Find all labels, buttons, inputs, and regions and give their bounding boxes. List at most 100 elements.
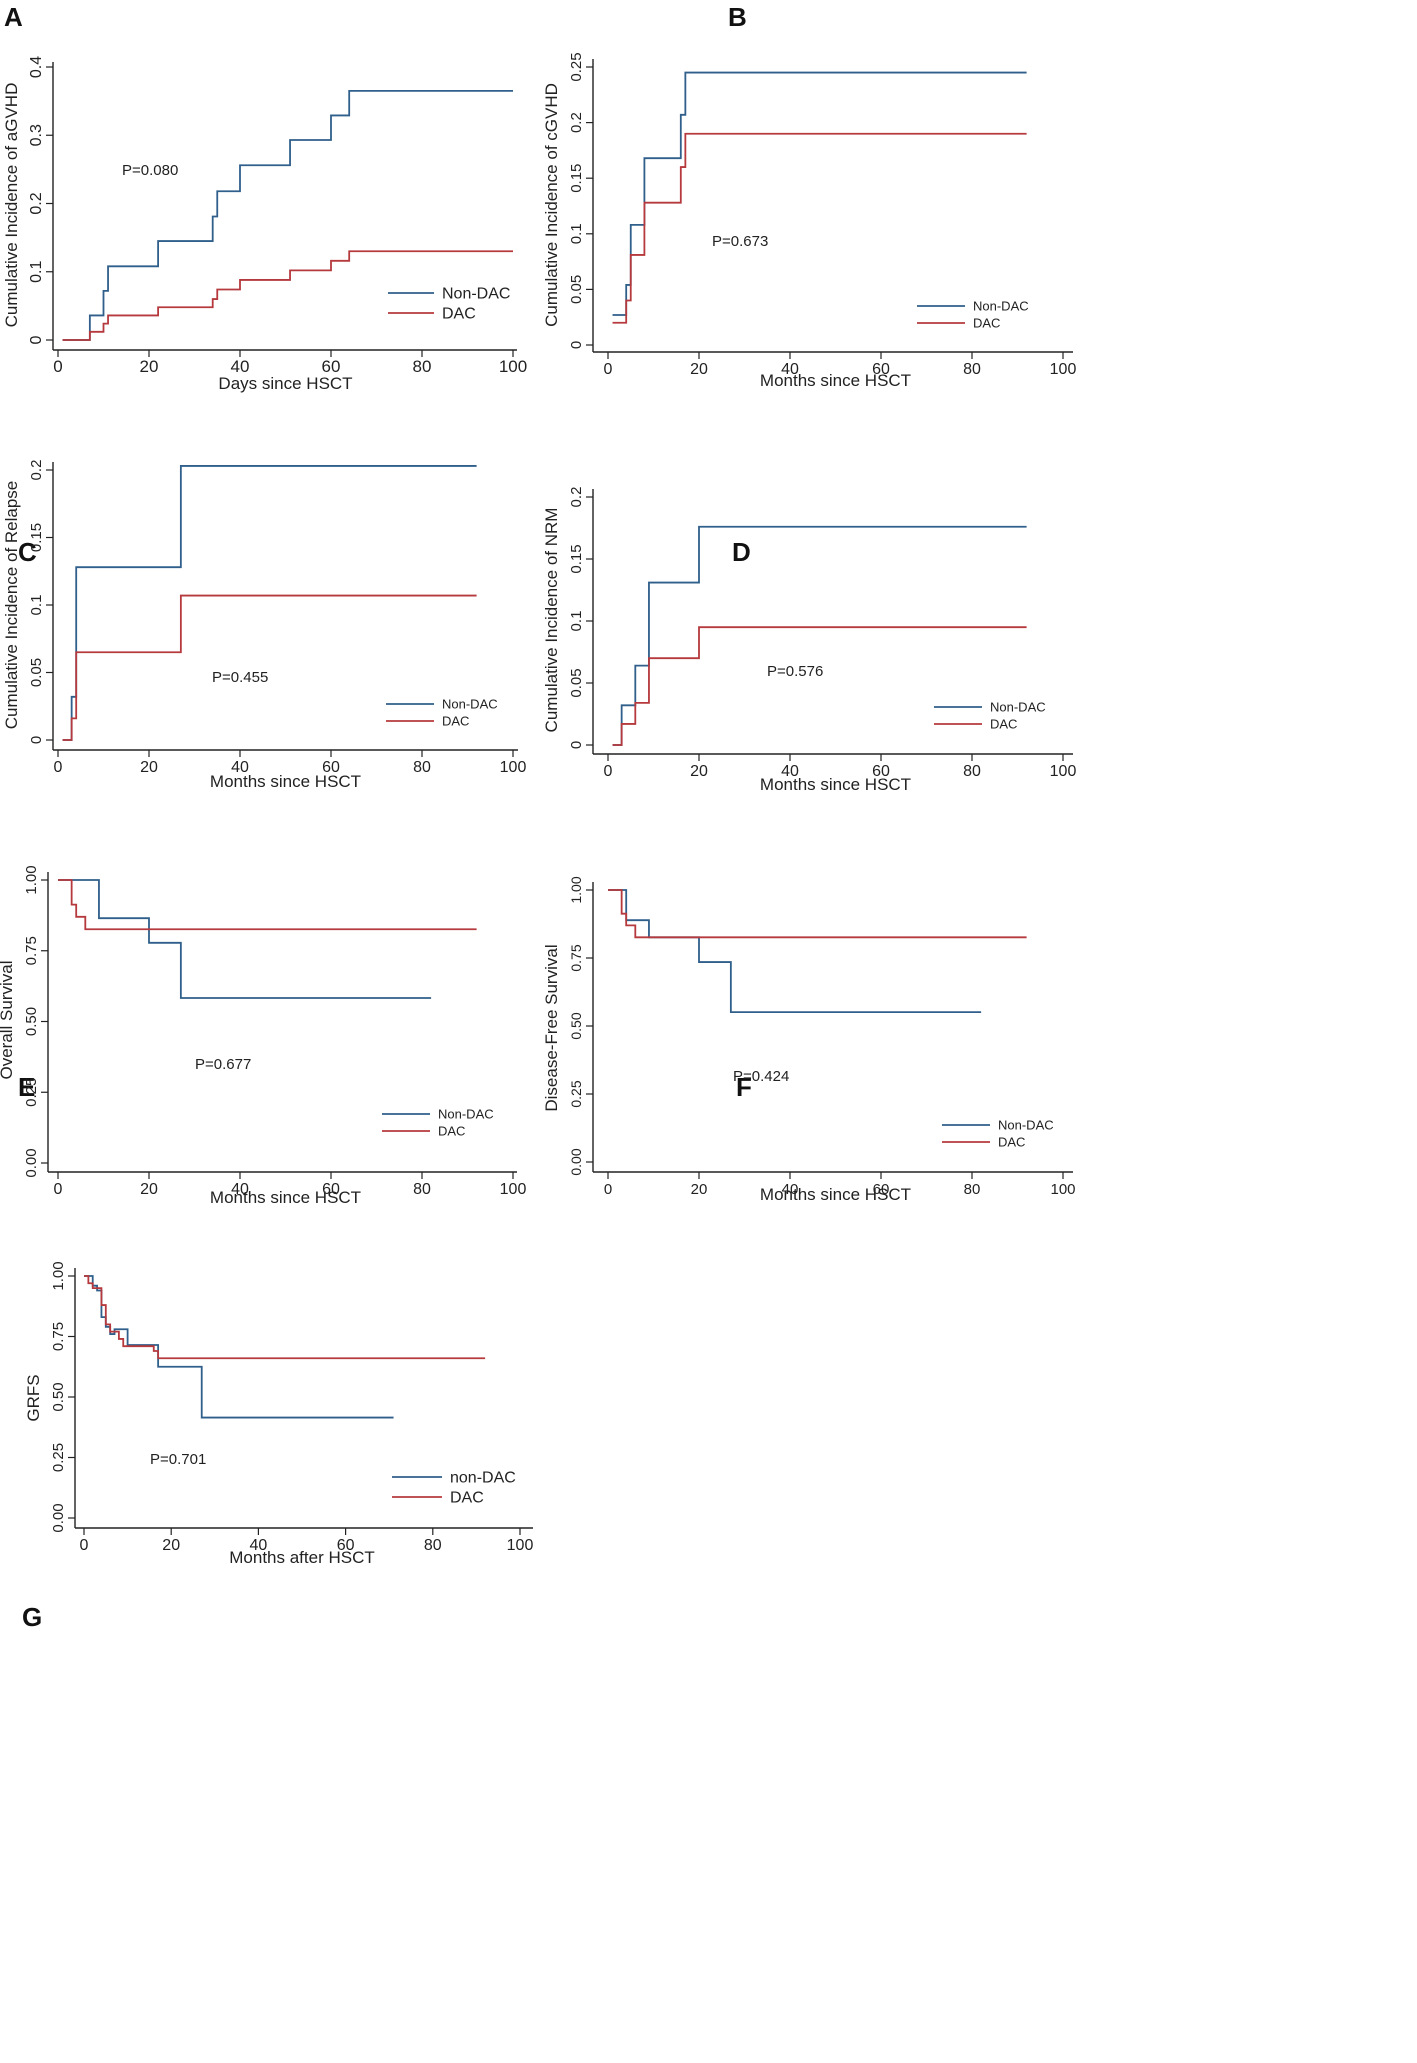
p-value-annotation: P=0.576: [767, 663, 823, 680]
legend-label: Non-DAC: [438, 1107, 494, 1122]
y-tick-label: 0.2: [568, 487, 585, 508]
y-tick-label: 0.1: [28, 261, 45, 283]
p-value-annotation: P=0.455: [212, 669, 268, 686]
legend-label: DAC: [438, 1124, 465, 1139]
legend-label: DAC: [450, 1490, 484, 1507]
x-tick-label: 60: [322, 357, 341, 376]
panel-f: F 0 20 40 60 80 100 0.00 0.25 0.50 0.75 1.00 Months…: [542, 876, 1417, 1600]
x-tick-label: 20: [140, 759, 158, 776]
x-tick-label: 20: [162, 1537, 180, 1554]
y-tick-label: 0.15: [568, 164, 585, 193]
x-tick-label: 60: [337, 1537, 355, 1554]
y-tick-label: 0.50: [23, 1007, 40, 1036]
x-tick-label: 40: [231, 1181, 249, 1198]
y-tick-label: 0: [568, 741, 585, 749]
legend-label: DAC: [973, 316, 1000, 331]
legend-label: Non-DAC: [990, 700, 1046, 715]
legend-label: DAC: [998, 1135, 1025, 1150]
x-tick-label: 20: [690, 361, 708, 378]
y-tick-label: 0.50: [568, 1012, 584, 1039]
p-value-annotation: P=0.080: [122, 162, 178, 179]
panel-a: A 0 20 40 60 80 100 0 0.1 0.2 0.3 0.4 Days since HS…: [0, 0, 700, 400]
y-tick-label: 1.00: [568, 876, 584, 903]
y-tick-label: 0.75: [568, 944, 584, 971]
p-value-annotation: P=0.701: [150, 1451, 206, 1468]
plot-group: 0 20 40 60 80 100 0 0.05 0.1 0.15 0.2 0.25 Months si…: [542, 52, 1076, 390]
series-line-non-dac: [62, 465, 477, 741]
chart-g: 0 20 40 60 80 100 0.00 0.25 0.50 0.75 1.00 Months a…: [24, 1261, 533, 1567]
x-tick-label: 20: [140, 357, 159, 376]
chart-a: 0 20 40 60 80 100 0 0.1 0.2 0.3 0.4 Days since HSCT…: [2, 56, 527, 393]
chart-f: 0 20 40 60 80 100 0.00 0.25 0.50 0.75 1.00 Months s…: [542, 876, 1076, 1204]
y-axis-label: Disease-Free Survival: [542, 944, 561, 1111]
y-tick-label: 0.2: [28, 460, 45, 481]
y-tick-label: 0.1: [568, 611, 585, 632]
chart-c: 0 20 40 60 80 100 0 0.05 0.1 0.15 0.2 Months since …: [2, 460, 526, 791]
chart-b: 0 20 40 60 80 100 0 0.05 0.1 0.15 0.2 0.25 Months si…: [542, 52, 1076, 390]
panel-c: C 0 20 40 60 80 100 0 0.05 0.1 0.15 0.2 Months sinc…: [0, 460, 700, 1045]
x-tick-label: 60: [322, 759, 340, 776]
panel-label: D: [732, 537, 751, 567]
x-tick-label: 60: [872, 361, 890, 378]
y-tick-label: 1.00: [23, 865, 40, 894]
y-tick-label: 0.00: [568, 1148, 584, 1175]
x-axis-label: Months since HSCT: [210, 772, 361, 791]
plot-group: 0 20 40 60 80 100 0 0.05 0.1 0.15 0.2 Months since …: [2, 460, 526, 791]
y-tick-label: 0.00: [50, 1503, 67, 1532]
legend-label: non-DAC: [450, 1470, 516, 1487]
y-tick-label: 0.2: [28, 192, 45, 214]
x-tick-label: 20: [140, 1181, 158, 1198]
panel-b: B 0 20 40 60 80 100 0 0.05 0.1 0.15 0.2 0.25 Months …: [542, 0, 1417, 400]
y-tick-label: 0.25: [23, 1078, 40, 1107]
plot-group: 0 20 40 60 80 100 0.00 0.25 0.50 0.75 1.00 Months a…: [24, 1261, 533, 1567]
x-tick-label: 80: [413, 759, 431, 776]
panel-e: E 0 20 40 60 80 100 0.00 0.25 0.50 0.75 1.00 Months…: [0, 865, 700, 1600]
x-tick-label: 100: [1050, 1181, 1075, 1198]
x-axis-label: Months since HSCT: [760, 371, 911, 390]
p-value-annotation: P=0.673: [712, 233, 768, 250]
x-tick-label: 100: [1050, 361, 1077, 378]
x-tick-label: 0: [54, 759, 63, 776]
x-tick-label: 40: [782, 1181, 799, 1198]
x-axis-label: Months after HSCT: [229, 1548, 375, 1567]
x-tick-label: 0: [604, 361, 613, 378]
y-tick-label: 0: [28, 335, 45, 344]
plot-group: 0 20 40 60 80 100 0 0.1 0.2 0.3 0.4 Days since HSCT…: [2, 56, 527, 393]
panel-g: G 0 20 40 60 80 100 0.00 0.25 0.50 0.75 1.00 Months…: [0, 1261, 720, 2063]
panel-label: C: [18, 537, 37, 567]
p-value-annotation: P=0.677: [195, 1056, 251, 1073]
y-tick-label: 0.05: [568, 275, 585, 304]
x-tick-label: 60: [873, 1181, 890, 1198]
x-tick-label: 20: [690, 763, 708, 780]
y-axis-label: Cumulative Incidence of NRM: [542, 508, 561, 733]
y-tick-label: 0.75: [23, 936, 40, 965]
y-axis-label: Cumulative Incidence of aGVHD: [2, 83, 21, 328]
plot-group: 0 20 40 60 80 100 0 0.05 0.1 0.15 0.2 Months since …: [542, 487, 1076, 794]
panel-label: A: [4, 2, 23, 32]
legend-label: Non-DAC: [442, 697, 498, 712]
series-line-dac: [612, 626, 1027, 746]
series-line-dac: [608, 889, 1027, 939]
chart-e: 0 20 40 60 80 100 0.00 0.25 0.50 0.75 1.00 Months s…: [0, 865, 526, 1207]
series-line-dac: [84, 1275, 486, 1360]
x-tick-label: 0: [604, 1181, 612, 1198]
panel-label: G: [22, 1602, 43, 1632]
legend-label: Non-DAC: [442, 286, 510, 303]
y-tick-label: 0: [28, 736, 45, 744]
x-axis-label: Days since HSCT: [218, 374, 352, 393]
y-tick-label: 0.1: [568, 223, 585, 244]
series-line-non-dac: [612, 71, 1027, 316]
panel-label: F: [736, 1072, 752, 1102]
x-tick-label: 100: [499, 357, 527, 376]
x-tick-label: 80: [964, 1181, 981, 1198]
y-tick-label: 0.15: [28, 523, 45, 552]
x-axis-label: Months since HSCT: [760, 1185, 911, 1204]
y-axis-label: GRFS: [24, 1374, 43, 1421]
x-tick-label: 80: [413, 1181, 431, 1198]
x-tick-label: 60: [322, 1181, 340, 1198]
y-tick-label: 0.50: [50, 1382, 67, 1411]
x-axis-label: Months since HSCT: [210, 1188, 361, 1207]
y-tick-label: 0.05: [568, 668, 585, 697]
x-tick-label: 0: [80, 1537, 89, 1554]
panel-label: B: [728, 2, 747, 32]
